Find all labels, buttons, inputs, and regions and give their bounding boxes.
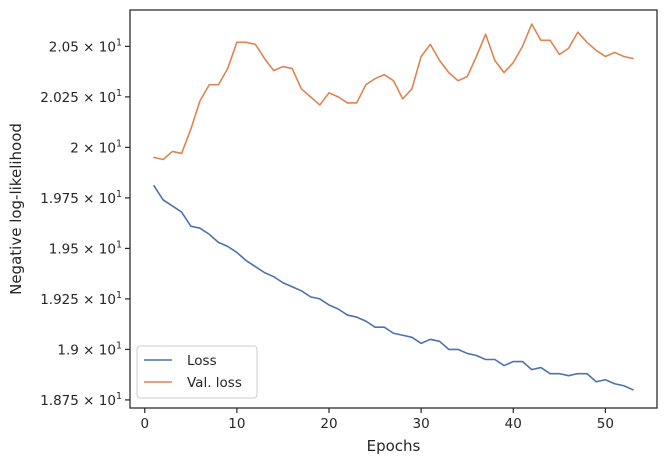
legend-label-loss: Loss xyxy=(187,353,217,369)
series-line-val-loss xyxy=(153,23,634,161)
x-axis-ticks: 0 10 20 30 40 50 xyxy=(140,408,614,432)
y-tick-base: 10 xyxy=(99,342,116,358)
y-tick-base: 10 xyxy=(99,191,116,207)
legend-frame xyxy=(136,345,258,399)
x-tick-label: 0 xyxy=(140,416,149,432)
y-tick-exponent: 1 xyxy=(116,189,122,200)
y-tick-mantissa: 1.9 xyxy=(57,342,78,358)
legend: Loss Val. loss xyxy=(136,345,258,399)
x-tick-label: 50 xyxy=(597,416,614,432)
y-tick-mantissa: 2.025 xyxy=(40,90,79,106)
y-tick-times: × xyxy=(79,39,99,55)
y-tick-exponent: 1 xyxy=(116,391,122,402)
y-tick-mantissa: 1.925 xyxy=(40,292,79,308)
y-tick-base: 10 xyxy=(99,39,116,55)
y-tick-label: 2.05 × 101 xyxy=(49,37,122,55)
y-tick-exponent: 1 xyxy=(116,340,122,351)
y-tick-times: × xyxy=(79,191,99,207)
x-tick-label: 20 xyxy=(320,416,337,432)
y-tick-label: 2.025 × 101 xyxy=(40,88,122,106)
y-axis-label: Negative log-likelihood xyxy=(7,123,25,295)
y-tick-label: 1.925 × 101 xyxy=(40,290,122,308)
y-tick-times: × xyxy=(79,342,99,358)
y-tick-exponent: 1 xyxy=(116,239,122,250)
y-tick-times: × xyxy=(79,140,99,156)
y-tick-base: 10 xyxy=(99,241,116,257)
y-tick-base: 10 xyxy=(99,292,116,308)
x-tick-label: 10 xyxy=(228,416,245,432)
y-tick-mantissa: 1.95 xyxy=(49,241,79,257)
series-layer xyxy=(153,23,634,391)
x-tick-label: 40 xyxy=(505,416,522,432)
x-axis-label: Epochs xyxy=(367,437,421,455)
y-tick-label: 1.95 × 101 xyxy=(49,239,122,257)
y-tick-times: × xyxy=(79,90,99,106)
y-tick-label: 1.975 × 101 xyxy=(40,189,122,207)
y-tick-label: 2 × 101 xyxy=(70,138,122,156)
y-tick-base: 10 xyxy=(99,140,116,156)
y-tick-base: 10 xyxy=(99,393,116,409)
y-tick-mantissa: 1.875 xyxy=(40,393,79,409)
y-tick-exponent: 1 xyxy=(116,37,122,48)
y-tick-label: 1.9 × 101 xyxy=(57,340,122,358)
y-tick-exponent: 1 xyxy=(116,290,122,301)
legend-label-val-loss: Val. loss xyxy=(187,375,242,391)
x-tick-label: 30 xyxy=(413,416,430,432)
y-tick-times: × xyxy=(79,393,99,409)
y-tick-times: × xyxy=(79,292,99,308)
y-tick-base: 10 xyxy=(99,90,116,106)
y-tick-mantissa: 2 xyxy=(70,140,79,156)
y-tick-label: 1.875 × 101 xyxy=(40,391,122,409)
y-tick-mantissa: 1.975 xyxy=(40,191,79,207)
plot-frame xyxy=(129,9,658,409)
y-tick-exponent: 1 xyxy=(116,88,122,99)
y-tick-mantissa: 2.05 xyxy=(49,39,79,55)
y-tick-exponent: 1 xyxy=(116,138,122,149)
y-tick-times: × xyxy=(79,241,99,257)
series-line-loss xyxy=(153,184,634,391)
